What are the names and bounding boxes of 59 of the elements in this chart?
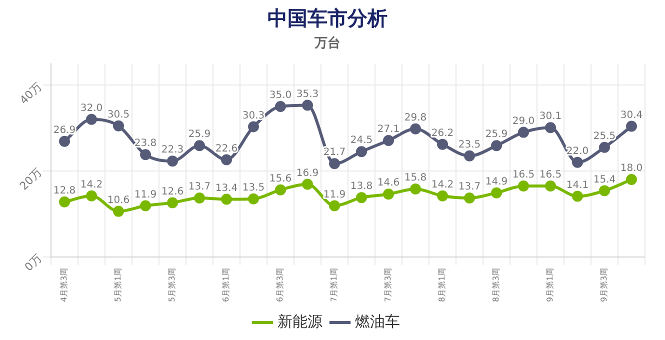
legend-label: 燃油车 — [355, 312, 400, 330]
data-label: 35.3 — [296, 88, 319, 100]
legend-label: 新能源 — [278, 312, 322, 330]
x-tick-label: 7月第3周 — [384, 268, 393, 302]
x-tick-label: 6月第1周 — [222, 268, 231, 302]
data-label: 16.5 — [512, 170, 535, 181]
x-tick-label: 7月第1周 — [330, 268, 339, 302]
data-label: 30.1 — [539, 111, 562, 122]
data-label: 30.3 — [242, 110, 265, 122]
x-tick-label: 9月第3周 — [600, 268, 609, 302]
x-tick-label: 4月第3周 — [60, 268, 69, 302]
data-label: 15.6 — [269, 173, 292, 184]
data-label: 29.8 — [404, 112, 427, 124]
data-label: 23.5 — [458, 140, 481, 151]
x-tick-label: 8月第1周 — [438, 268, 447, 302]
data-label: 16.5 — [539, 170, 562, 181]
data-label: 22.6 — [215, 143, 238, 154]
data-label: 30.4 — [620, 110, 643, 121]
data-label: 11.9 — [134, 189, 157, 200]
data-label: 15.8 — [404, 172, 427, 184]
chart-title: 中国车市分析 — [268, 6, 388, 30]
data-label: 14.2 — [431, 179, 454, 190]
y-tick-label: 0万 — [22, 252, 44, 274]
data-label: 14.6 — [377, 178, 400, 189]
data-label: 32.0 — [80, 103, 103, 114]
data-label: 25.9 — [485, 129, 508, 140]
y-tick-label: 20万 — [17, 166, 44, 193]
x-tick-label: 8月第3周 — [492, 268, 501, 302]
data-label: 16.9 — [296, 168, 319, 179]
data-label: 13.5 — [242, 182, 265, 194]
data-label: 35.0 — [269, 90, 292, 102]
data-label: 18.0 — [620, 163, 643, 174]
data-label: 13.4 — [215, 182, 238, 194]
data-label: 12.8 — [53, 185, 76, 196]
data-label: 25.5 — [593, 130, 616, 142]
data-label: 29.0 — [512, 116, 535, 127]
data-label: 24.5 — [350, 135, 373, 146]
data-label: 13.7 — [188, 182, 211, 193]
data-label: 26.9 — [53, 124, 76, 136]
data-label: 10.6 — [107, 194, 130, 206]
data-label: 13.8 — [350, 181, 373, 192]
data-label: 30.5 — [107, 109, 130, 120]
data-label: 22.3 — [161, 144, 184, 156]
data-label: 12.6 — [161, 186, 184, 198]
data-label: 14.1 — [566, 180, 589, 191]
data-label: 26.2 — [431, 128, 454, 139]
data-label: 14.9 — [485, 176, 508, 188]
x-tick-label: 5月第3周 — [168, 268, 177, 302]
x-tick-label: 5月第1周 — [114, 268, 123, 302]
data-label: 14.2 — [80, 179, 103, 190]
x-tick-label: 6月第3周 — [276, 268, 285, 302]
x-tick-label: 9月第1周 — [546, 268, 555, 302]
data-label: 25.9 — [188, 129, 211, 140]
data-label: 15.4 — [593, 174, 616, 186]
data-label: 13.7 — [458, 182, 481, 193]
chart-subtitle: 万台 — [314, 35, 340, 52]
data-label: 27.1 — [377, 124, 400, 136]
data-label: 11.9 — [323, 189, 346, 200]
y-tick-label: 40万 — [17, 80, 44, 107]
